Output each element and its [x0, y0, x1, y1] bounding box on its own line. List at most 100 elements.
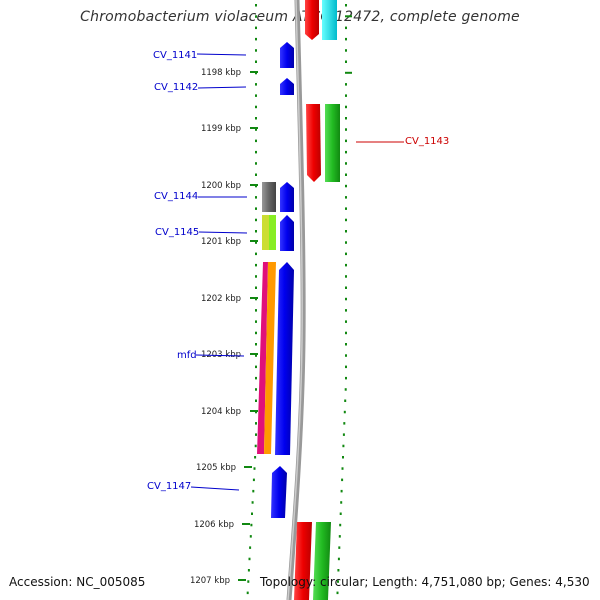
gene-label-cv1143[interactable]: CV_1143: [405, 136, 449, 147]
gene-cv1143-green-block[interactable]: [325, 104, 340, 182]
minor-tick: [255, 230, 257, 233]
minor-tick: [249, 535, 252, 538]
minor-tick: [342, 456, 344, 459]
minor-tick: [255, 252, 257, 256]
kbp-label: 1207 kbp: [190, 576, 230, 586]
bottom-green-gene[interactable]: [313, 522, 331, 600]
minor-tick: [255, 49, 257, 52]
minor-tick: [345, 128, 347, 131]
minor-tick: [255, 218, 257, 222]
minor-tick: [345, 117, 347, 120]
minor-tick: [339, 512, 342, 515]
minor-tick: [254, 456, 257, 459]
kbp-label: 1201 kbp: [201, 237, 241, 247]
minor-tick: [255, 150, 257, 154]
minor-tick: [343, 410, 346, 414]
minor-tick: [255, 173, 257, 176]
minor-tick: [338, 546, 341, 549]
gene-label-cv1142[interactable]: CV_1142: [154, 82, 198, 93]
minor-tick: [255, 105, 257, 109]
minor-tick: [255, 207, 257, 210]
left-tick-ruler: [246, 4, 257, 595]
gene-label-cv1145[interactable]: CV_1145: [155, 227, 199, 238]
gene-cv1145-block-yellow[interactable]: [262, 215, 269, 250]
minor-tick: [345, 297, 347, 301]
kbp-label: 1198 kbp: [201, 68, 241, 78]
minor-tick: [344, 399, 347, 402]
gene-cv1144-block[interactable]: [262, 182, 276, 212]
minor-tick: [345, 376, 347, 380]
minor-tick: [246, 591, 249, 595]
minor-tick: [255, 343, 257, 346]
genome-backbone-highlight: [287, 0, 303, 600]
minor-tick: [345, 320, 347, 323]
minor-tick: [255, 331, 257, 335]
minor-tick: [255, 139, 257, 143]
minor-tick: [345, 230, 347, 233]
gene-cv1145-arrow[interactable]: [280, 215, 294, 251]
gene-cv1141-arrow[interactable]: [280, 42, 294, 68]
kbp-scale: 1198 kbp 1199 kbp 1200 kbp 1201 kbp 1202…: [190, 68, 258, 586]
minor-tick: [345, 173, 347, 176]
gene-labels: CV_1141 CV_1142 CV_1143 CV_1144 CV_1145 …: [147, 50, 449, 492]
mfd-magenta-band[interactable]: [257, 262, 268, 454]
minor-tick: [255, 399, 257, 402]
minor-tick: [345, 150, 347, 154]
minor-tick: [345, 196, 347, 199]
minor-tick: [345, 331, 347, 335]
minor-tick: [345, 218, 347, 222]
mfd-orange-band[interactable]: [264, 262, 276, 454]
minor-tick: [345, 241, 347, 244]
top-cyan-gene[interactable]: [322, 0, 337, 40]
bottom-red-gene[interactable]: [294, 522, 312, 600]
minor-tick: [343, 422, 346, 425]
minor-tick: [345, 309, 347, 312]
minor-tick: [255, 94, 257, 97]
minor-tick: [250, 523, 253, 527]
gene-cv1144-arrow[interactable]: [280, 182, 294, 212]
minor-tick: [345, 252, 347, 256]
minor-tick: [255, 162, 257, 165]
minor-tick: [255, 83, 257, 86]
minor-tick: [255, 128, 257, 131]
top-red-gene[interactable]: [305, 0, 319, 40]
right-tick-ruler: [336, 4, 352, 595]
minor-tick: [336, 591, 339, 595]
minor-tick: [255, 320, 257, 323]
minor-tick: [342, 444, 345, 448]
gene-cv1145-block-green[interactable]: [269, 215, 276, 250]
gene-cv1143-arrow[interactable]: [306, 104, 321, 182]
minor-tick: [345, 365, 347, 369]
kbp-label: 1206 kbp: [194, 520, 234, 530]
gene-label-mfd[interactable]: mfd: [177, 350, 197, 361]
minor-tick: [345, 263, 347, 267]
gene-label-cv1141[interactable]: CV_1141: [153, 50, 197, 61]
kbp-label: 1202 kbp: [201, 294, 241, 304]
minor-tick: [249, 546, 252, 549]
gene-label-cv1144[interactable]: CV_1144: [154, 191, 198, 202]
minor-tick: [255, 117, 257, 120]
minor-tick: [345, 4, 347, 7]
minor-tick: [341, 467, 344, 470]
gene-cv1147-arrow[interactable]: [271, 466, 287, 518]
minor-tick: [345, 26, 347, 30]
genome-backbone: [286, 0, 306, 600]
minor-tick: [345, 343, 347, 346]
minor-tick: [255, 15, 257, 18]
gene-mfd-arrow[interactable]: [275, 262, 294, 455]
minor-tick: [255, 422, 257, 425]
minor-tick: [255, 196, 257, 199]
minor-tick: [345, 83, 347, 86]
minor-tick: [255, 309, 257, 312]
minor-tick: [345, 105, 347, 109]
gene-label-cv1147[interactable]: CV_1147: [147, 481, 191, 492]
minor-tick: [255, 376, 257, 380]
minor-tick: [345, 37, 347, 41]
minor-tick: [255, 410, 257, 414]
topology-text: Topology: circular; Length: 4,751,080 bp…: [260, 575, 590, 589]
minor-tick: [255, 354, 257, 357]
minor-tick: [247, 580, 250, 583]
kbp-label: 1203 kbp: [201, 350, 241, 360]
minor-tick: [345, 49, 347, 52]
gene-cv1142-arrow[interactable]: [280, 78, 294, 95]
